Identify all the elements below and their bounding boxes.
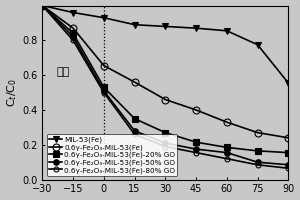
0.6γ-Fe₂O₃-MIL-53(Fe)-20% GO xyxy=(133,117,136,120)
0.6γ-Fe₂O₃-MIL-53(Fe) xyxy=(102,64,106,67)
0.6γ-Fe₂O₃-MIL-53(Fe)-20% GO xyxy=(194,141,198,143)
0.6γ-Fe₂O₃-MIL-53(Fe)-80% GO xyxy=(102,91,106,94)
0.6γ-Fe₂O₃-MIL-53(Fe) xyxy=(40,4,44,7)
0.6γ-Fe₂O₃-MIL-53(Fe)-80% GO xyxy=(286,167,290,169)
0.6γ-Fe₂O₃-MIL-53(Fe)-50% GO xyxy=(194,148,198,150)
Legend: MIL-53(Fe), 0.6γ-Fe₂O₃-MIL-53(Fe), 0.6γ-Fe₂O₃-MIL-53(Fe)-20% GO, 0.6γ-Fe₂O₃-MIL-: MIL-53(Fe), 0.6γ-Fe₂O₃-MIL-53(Fe), 0.6γ-… xyxy=(47,134,178,176)
MIL-53(Fe) xyxy=(133,23,136,26)
0.6γ-Fe₂O₃-MIL-53(Fe)-80% GO xyxy=(256,164,260,166)
MIL-53(Fe) xyxy=(40,4,44,7)
Line: 0.6γ-Fe₂O₃-MIL-53(Fe)-80% GO: 0.6γ-Fe₂O₃-MIL-53(Fe)-80% GO xyxy=(40,3,291,171)
0.6γ-Fe₂O₃-MIL-53(Fe) xyxy=(133,81,136,83)
0.6γ-Fe₂O₃-MIL-53(Fe)-50% GO xyxy=(133,130,136,132)
0.6γ-Fe₂O₃-MIL-53(Fe)-50% GO xyxy=(40,4,44,7)
Text: 黑暗: 黑暗 xyxy=(57,67,70,77)
MIL-53(Fe) xyxy=(286,82,290,84)
MIL-53(Fe) xyxy=(102,17,106,19)
0.6γ-Fe₂O₃-MIL-53(Fe) xyxy=(71,27,75,29)
Line: 0.6γ-Fe₂O₃-MIL-53(Fe)-20% GO: 0.6γ-Fe₂O₃-MIL-53(Fe)-20% GO xyxy=(40,3,291,155)
0.6γ-Fe₂O₃-MIL-53(Fe)-80% GO xyxy=(133,133,136,136)
MIL-53(Fe) xyxy=(194,27,198,29)
0.6γ-Fe₂O₃-MIL-53(Fe)-50% GO xyxy=(102,90,106,92)
MIL-53(Fe) xyxy=(164,25,167,28)
0.6γ-Fe₂O₃-MIL-53(Fe)-20% GO xyxy=(102,86,106,89)
0.6γ-Fe₂O₃-MIL-53(Fe)-20% GO xyxy=(164,131,167,134)
0.6γ-Fe₂O₃-MIL-53(Fe)-50% GO xyxy=(71,36,75,38)
0.6γ-Fe₂O₃-MIL-53(Fe)-80% GO xyxy=(71,39,75,42)
Line: 0.6γ-Fe₂O₃-MIL-53(Fe): 0.6γ-Fe₂O₃-MIL-53(Fe) xyxy=(39,2,292,141)
Line: MIL-53(Fe): MIL-53(Fe) xyxy=(40,3,291,86)
0.6γ-Fe₂O₃-MIL-53(Fe)-20% GO xyxy=(40,4,44,7)
0.6γ-Fe₂O₃-MIL-53(Fe)-20% GO xyxy=(256,150,260,152)
0.6γ-Fe₂O₃-MIL-53(Fe) xyxy=(164,98,167,101)
0.6γ-Fe₂O₃-MIL-53(Fe)-50% GO xyxy=(256,161,260,163)
MIL-53(Fe) xyxy=(256,44,260,46)
0.6γ-Fe₂O₃-MIL-53(Fe)-50% GO xyxy=(286,164,290,166)
0.6γ-Fe₂O₃-MIL-53(Fe) xyxy=(256,131,260,134)
0.6γ-Fe₂O₃-MIL-53(Fe)-20% GO xyxy=(71,32,75,35)
MIL-53(Fe) xyxy=(71,11,75,14)
0.6γ-Fe₂O₃-MIL-53(Fe) xyxy=(225,121,229,123)
0.6γ-Fe₂O₃-MIL-53(Fe)-50% GO xyxy=(225,151,229,154)
0.6γ-Fe₂O₃-MIL-53(Fe)-80% GO xyxy=(225,158,229,160)
Line: 0.6γ-Fe₂O₃-MIL-53(Fe)-50% GO: 0.6γ-Fe₂O₃-MIL-53(Fe)-50% GO xyxy=(40,3,291,168)
0.6γ-Fe₂O₃-MIL-53(Fe)-20% GO xyxy=(225,146,229,149)
0.6γ-Fe₂O₃-MIL-53(Fe)-80% GO xyxy=(40,4,44,7)
0.6γ-Fe₂O₃-MIL-53(Fe)-80% GO xyxy=(194,151,198,154)
0.6γ-Fe₂O₃-MIL-53(Fe)-20% GO xyxy=(286,151,290,154)
0.6γ-Fe₂O₃-MIL-53(Fe)-80% GO xyxy=(164,145,167,148)
MIL-53(Fe) xyxy=(225,30,229,32)
Y-axis label: C$_t$/C$_0$: C$_t$/C$_0$ xyxy=(6,78,20,107)
0.6γ-Fe₂O₃-MIL-53(Fe)-50% GO xyxy=(164,142,167,144)
0.6γ-Fe₂O₃-MIL-53(Fe) xyxy=(286,137,290,139)
0.6γ-Fe₂O₃-MIL-53(Fe) xyxy=(194,109,198,111)
